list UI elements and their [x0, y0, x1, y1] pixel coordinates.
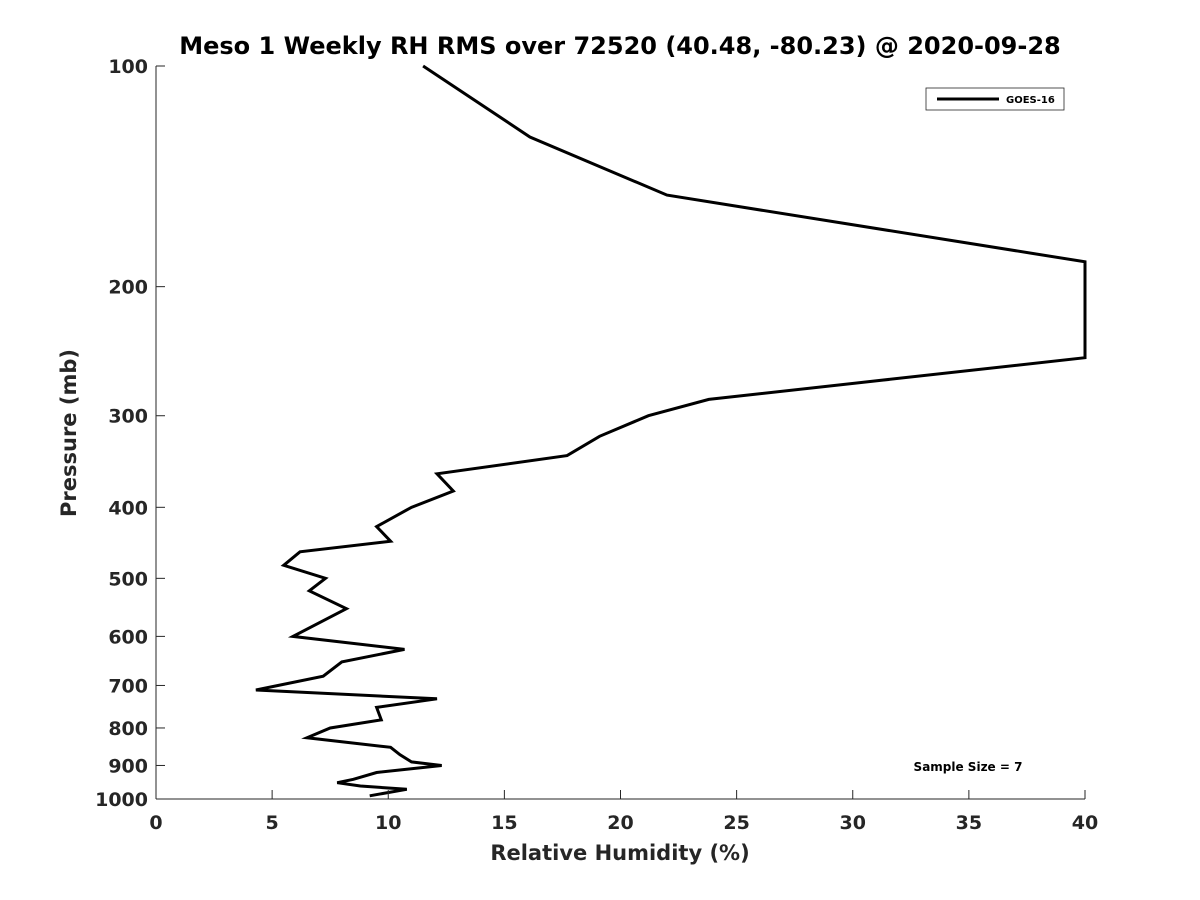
- x-tick-label: 15: [491, 812, 517, 834]
- x-tick-label: 20: [607, 812, 633, 834]
- sample-size-annotation: Sample Size = 7: [914, 760, 1023, 774]
- x-tick-label: 30: [840, 812, 866, 834]
- series-line-goes-16: [255, 64, 1087, 798]
- x-tick-label: 5: [266, 812, 279, 834]
- y-tick-label: 100: [108, 56, 148, 78]
- y-tick-label: 500: [108, 568, 148, 590]
- x-tick-label: 35: [956, 812, 982, 834]
- legend-entry-goes-16: GOES-16: [1006, 95, 1055, 106]
- y-tick-label: 1000: [95, 789, 148, 811]
- x-tick-label: 0: [149, 812, 162, 834]
- y-tick-label: 400: [108, 497, 148, 519]
- y-tick-label: 800: [108, 718, 148, 740]
- x-tick-label: 25: [723, 812, 749, 834]
- x-tick-label: 40: [1072, 812, 1098, 834]
- x-tick-label: 10: [375, 812, 401, 834]
- plot-area: [156, 66, 1085, 799]
- y-tick-label: 700: [108, 675, 148, 697]
- legend: GOES-16: [925, 87, 1065, 111]
- chart-title: Meso 1 Weekly RH RMS over 72520 (40.48, …: [179, 32, 1061, 60]
- series-layer: [255, 64, 1087, 798]
- x-axis-label: Relative Humidity (%): [490, 841, 749, 865]
- y-axis-ticks: 100 200 300 400 500 600 700 800 900 1000: [95, 56, 165, 811]
- y-tick-label: 200: [108, 277, 148, 299]
- y-tick-label: 900: [108, 755, 148, 777]
- y-tick-label: 300: [108, 406, 148, 428]
- y-axis-label: Pressure (mb): [57, 349, 81, 517]
- y-tick-label: 600: [108, 626, 148, 648]
- x-axis-ticks: 0 5 10 15 20 25 30 35 40: [149, 790, 1098, 834]
